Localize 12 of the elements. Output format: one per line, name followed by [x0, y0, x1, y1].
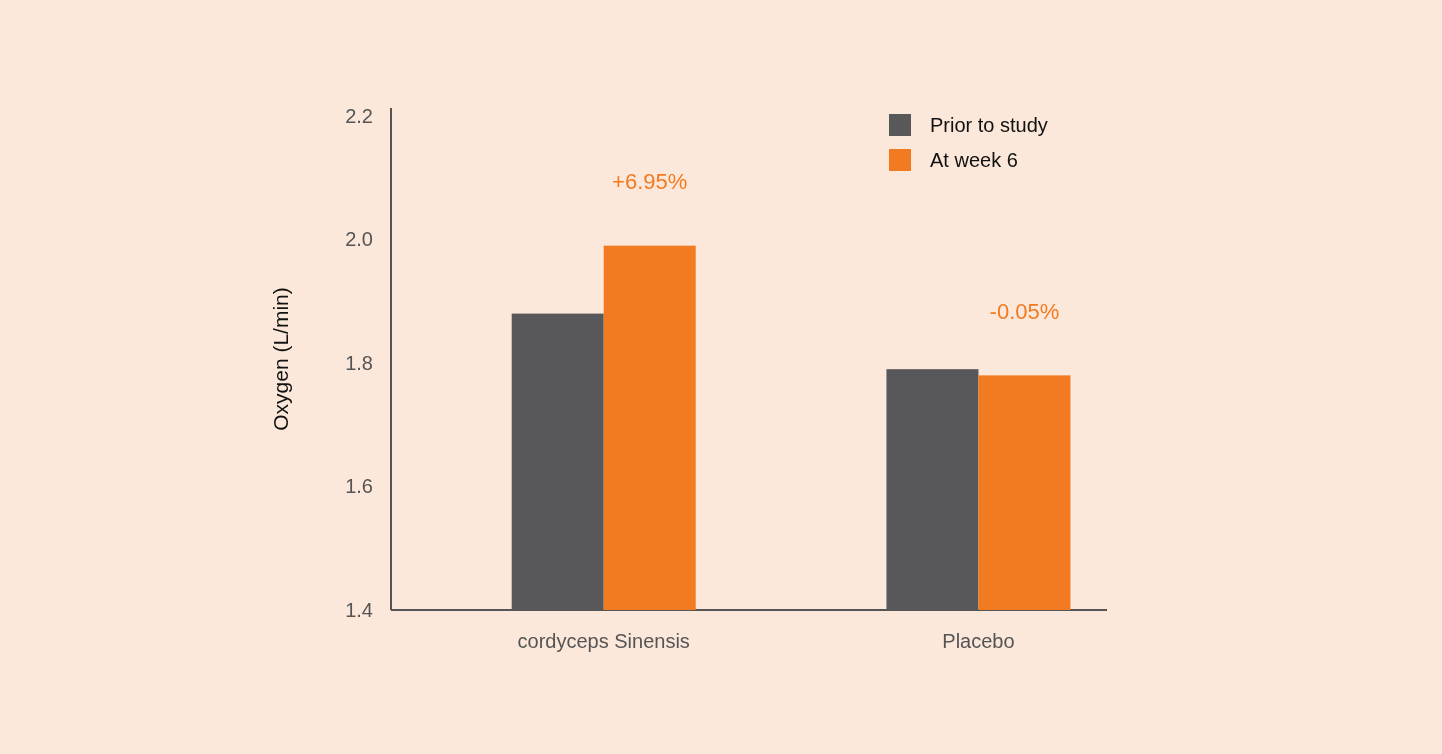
annotation: +6.95%	[612, 169, 688, 195]
y-tick-label: 1.4	[345, 598, 373, 621]
y-tick-label: 2.0	[345, 228, 373, 251]
y-tick-label: 1.6	[345, 475, 373, 498]
legend-label: At week 6	[930, 149, 1018, 171]
x-tick-label: cordyceps Sinensis	[517, 630, 690, 652]
x-tick-label: Placebo	[942, 630, 1015, 652]
y-tick-label: 1.8	[345, 351, 373, 374]
legend-label: Prior to study	[930, 114, 1048, 136]
y-axis-title: Oxygen (L/min)	[269, 287, 292, 431]
y-tick-label: 2.2	[345, 104, 373, 127]
annotation: -0.05%	[989, 299, 1060, 325]
